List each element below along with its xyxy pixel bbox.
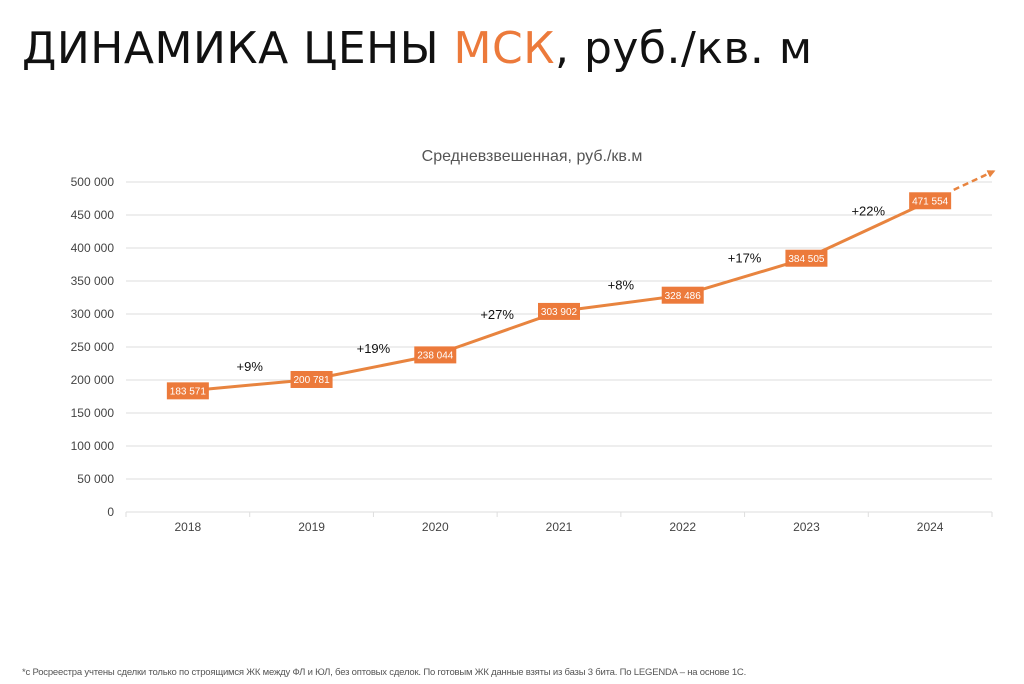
x-tick-label: 2020 [422,520,449,534]
x-axis-ticks: 2018 2019 2020 2021 2022 2023 2024 [175,520,944,534]
y-axis-ticks: 0 50 000 100 000 150 000 200 000 250 000 300 0… [71,175,115,519]
value-label-box [661,286,704,304]
value-label: 471 554 [912,196,949,207]
grid-lines [125,181,993,517]
growth-label: +17% [728,251,762,266]
value-label: 183 571 [170,386,207,397]
x-tick-label: 2021 [546,520,573,534]
page-title: ДИНАМИКА ЦЕНЫ МСК, руб./кв. м [22,22,813,76]
value-label-box [538,302,580,320]
y-tick-label: 500 000 [71,175,115,189]
growth-label: +8% [608,277,635,292]
title-accent: МСК [453,23,555,74]
x-tick-label: 2019 [298,520,325,534]
x-tick-label: 2018 [175,520,202,534]
y-tick-label: 400 000 [71,241,115,255]
x-tick-label: 2023 [793,520,820,534]
value-labels: 183 571 200 781 238 044 303 902 328 486 384 5… [166,192,952,400]
growth-labels: +9% +19% +27% +8% +17% +22% [237,204,886,375]
value-label: 200 781 [293,375,330,386]
trend-arrow [953,170,996,191]
title-part2: , руб./кв. м [554,23,813,74]
y-tick-label: 50 000 [77,472,114,486]
y-tick-label: 0 [107,505,114,519]
y-tick-label: 150 000 [71,406,115,420]
value-label: 238 044 [417,350,454,361]
growth-label: +9% [237,359,264,374]
value-label: 384 505 [788,254,825,265]
value-label: 303 902 [541,307,578,318]
value-label-box [785,249,828,267]
growth-label: +19% [357,341,391,356]
y-tick-label: 250 000 [71,340,115,354]
y-tick-label: 350 000 [71,274,115,288]
value-label-box [166,382,209,400]
title-part1: ДИНАМИКА ЦЕНЫ [22,23,454,74]
chart-title: Средневзвешенная, руб./кв.м [422,148,643,165]
y-tick-label: 200 000 [71,373,115,387]
footnote: *с Росреестра учтены сделки только по ст… [22,667,747,678]
value-label-box [414,346,457,364]
y-tick-label: 450 000 [71,208,115,222]
y-tick-label: 100 000 [71,439,115,453]
price-series-line [186,199,932,393]
value-label-box [909,192,952,210]
value-label-box [290,370,333,388]
growth-label: +27% [480,307,514,322]
y-tick-label: 300 000 [71,307,115,321]
value-label: 328 486 [665,291,702,302]
x-tick-label: 2024 [917,520,944,534]
growth-label: +22% [851,204,885,219]
x-tick-label: 2022 [669,520,696,534]
